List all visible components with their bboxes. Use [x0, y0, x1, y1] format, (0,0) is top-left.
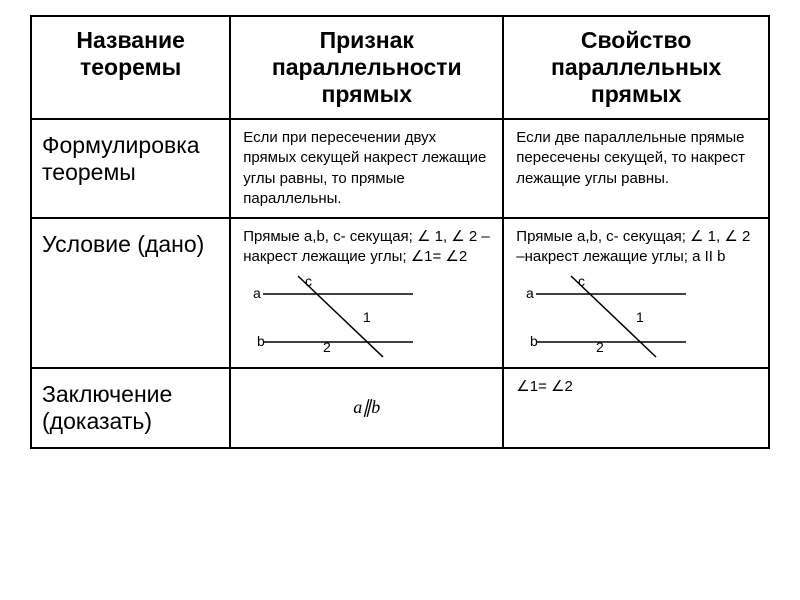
header-col1: Название теоремы: [31, 16, 230, 119]
conclusion-col3: ∠1= ∠2: [503, 368, 769, 448]
conclusion-label: Заключение (доказать): [31, 368, 230, 448]
formulation-col2: Если при пересечении двух прямых секущей…: [230, 119, 503, 218]
diagram-col2: a b c 1 2: [243, 274, 490, 359]
diagram1-label-c: c: [305, 274, 312, 289]
diagram2-label-b: b: [530, 333, 538, 349]
condition-label: Условие (дано): [31, 218, 230, 368]
condition-col2: Прямые a,b, c- секущая; ∠ 1, ∠ 2 –накрес…: [230, 218, 503, 368]
condition-col3-text: Прямые a,b, c- секущая; ∠ 1, ∠ 2 –накрес…: [516, 228, 750, 265]
diagram1-label-b: b: [257, 333, 265, 349]
conclusion-col2: a∥b: [230, 368, 503, 448]
formulation-label: Формулировка теоремы: [31, 119, 230, 218]
condition-col2-text: Прямые a,b, c- секущая; ∠ 1, ∠ 2 –накрес…: [243, 228, 490, 265]
lines-diagram-2: a b c 1 2: [516, 274, 696, 359]
diagram1-label-a: a: [253, 285, 261, 301]
header-col3: Свойство параллельных прямых: [503, 16, 769, 119]
lines-diagram-1: a b c 1 2: [243, 274, 423, 359]
diagram2-label-a: a: [526, 285, 534, 301]
formulation-row: Формулировка теоремы Если при пересечени…: [31, 119, 769, 218]
diagram-col3: a b c 1 2: [516, 274, 756, 359]
diagram2-label-c: c: [578, 274, 585, 289]
header-row: Название теоремы Признак параллельности …: [31, 16, 769, 119]
formulation-col3: Если две параллельные прямые пересечены …: [503, 119, 769, 218]
header-col2: Признак параллельности прямых: [230, 16, 503, 119]
diagram2-label-2: 2: [596, 339, 604, 355]
diagram1-label-1: 1: [363, 309, 371, 325]
conclusion-row: Заключение (доказать) a∥b ∠1= ∠2: [31, 368, 769, 448]
condition-col3: Прямые a,b, c- секущая; ∠ 1, ∠ 2 –накрес…: [503, 218, 769, 368]
theorem-table: Название теоремы Признак параллельности …: [30, 15, 770, 449]
diagram2-label-1: 1: [636, 309, 644, 325]
diagram1-label-2: 2: [323, 339, 331, 355]
condition-row: Условие (дано) Прямые a,b, c- секущая; ∠…: [31, 218, 769, 368]
